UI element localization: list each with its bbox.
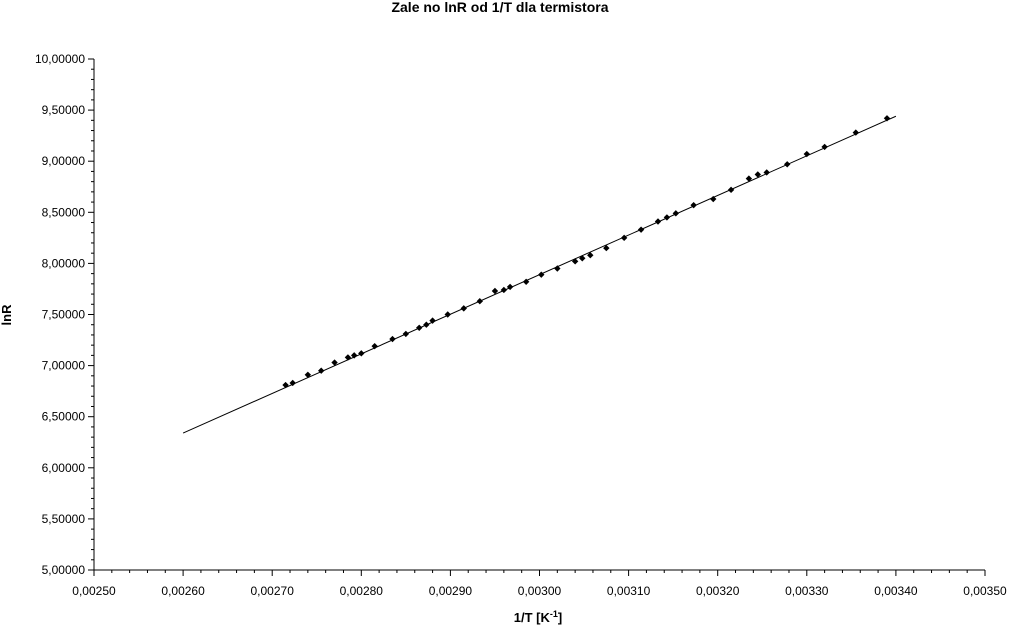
data-point: [754, 171, 761, 178]
data-point: [587, 252, 594, 259]
data-point: [803, 150, 810, 158]
data-point: [538, 271, 545, 278]
data-point: [476, 298, 484, 305]
x-tick-label: 0,00310: [607, 584, 651, 598]
x-axis-title-sup: -1: [550, 609, 558, 619]
data-points: [282, 115, 891, 389]
data-point: [620, 234, 628, 242]
data-point: [460, 305, 467, 312]
x-tick-label: 0,00350: [963, 584, 1007, 598]
data-point: [821, 143, 828, 151]
y-tick-label: 7,50000: [42, 308, 86, 322]
data-point: [571, 258, 579, 265]
data-point: [371, 342, 378, 350]
x-axis-title: 1/T [K-1]: [514, 609, 562, 625]
x-axis-title-close: ]: [558, 610, 562, 625]
y-tick-label: 5,50000: [42, 512, 86, 526]
data-point: [304, 371, 312, 378]
data-point: [579, 255, 586, 262]
data-point: [289, 379, 296, 387]
y-tick-label: 6,00000: [42, 461, 86, 475]
data-point: [522, 278, 530, 285]
x-axis-title-main: 1/T [K: [514, 610, 551, 625]
data-point: [358, 350, 365, 357]
data-point: [852, 129, 860, 136]
data-point: [763, 169, 770, 176]
data-point: [727, 186, 735, 194]
data-point: [389, 335, 396, 343]
chart-title: Zale no lnR od 1/T dla termistora: [391, 0, 608, 15]
data-point: [745, 175, 753, 182]
x-tick-label: 0,00290: [429, 584, 473, 598]
y-tick-label: 9,50000: [42, 103, 86, 117]
data-point: [416, 324, 423, 331]
y-ticks: 5,00000 5,50000 6,00000 6,50000 7,00000 7,500…: [35, 52, 94, 577]
y-tick-label: 6,50000: [42, 410, 86, 424]
data-point: [491, 287, 499, 295]
data-point: [710, 195, 717, 203]
data-point: [500, 286, 508, 294]
data-point: [654, 218, 662, 225]
x-tick-label: 0,00260: [161, 584, 205, 598]
data-point: [506, 283, 514, 291]
y-tick-label: 8,50000: [42, 205, 86, 219]
y-tick-label: 8,00000: [42, 256, 86, 270]
data-point: [690, 201, 697, 209]
data-point: [344, 354, 352, 361]
data-point: [282, 381, 289, 389]
data-point: [883, 115, 891, 122]
data-point: [672, 210, 680, 217]
x-tick-label: 0,00280: [340, 584, 384, 598]
y-tick-label: 10,00000: [35, 52, 85, 66]
data-point: [429, 317, 436, 324]
data-point: [423, 321, 430, 328]
x-tick-label: 0,00320: [696, 584, 740, 598]
data-point: [783, 161, 791, 168]
x-ticks: 0,00250 0,00260 0,00270 0,00280 0,00290 0,003…: [72, 570, 1007, 598]
data-point: [554, 265, 561, 272]
y-tick-label: 5,00000: [42, 563, 86, 577]
data-point: [444, 311, 451, 318]
data-point: [350, 352, 358, 359]
x-tick-label: 0,00300: [518, 584, 562, 598]
data-point: [663, 214, 671, 221]
y-axis-title: lnR: [0, 304, 14, 326]
data-point: [318, 367, 325, 374]
x-tick-label: 0,00250: [72, 584, 116, 598]
x-tick-label: 0,00270: [251, 584, 295, 598]
data-point: [637, 226, 645, 233]
data-point: [331, 359, 338, 366]
data-point: [603, 244, 610, 252]
data-point: [402, 330, 410, 338]
y-tick-label: 9,00000: [42, 154, 86, 168]
y-tick-label: 7,00000: [42, 359, 86, 373]
x-tick-label: 0,00340: [874, 584, 918, 598]
x-tick-label: 0,00330: [785, 584, 829, 598]
